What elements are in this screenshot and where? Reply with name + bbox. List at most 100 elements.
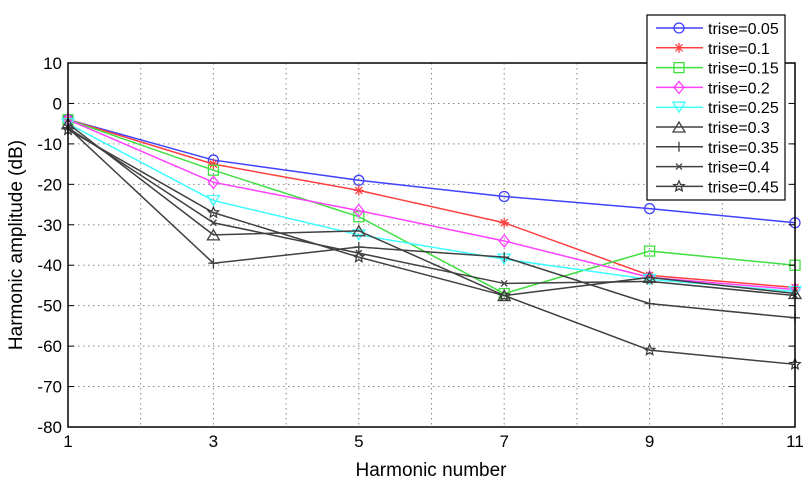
x-tick-label: 11 (786, 432, 804, 451)
diamond-marker (673, 80, 685, 95)
y-tick-label: -30 (37, 216, 62, 235)
legend-marker (674, 42, 684, 53)
x-marker (209, 219, 217, 227)
x-tick-label: 3 (209, 432, 218, 451)
plot-frame (67, 62, 796, 428)
data-point (208, 258, 219, 269)
y-tick-label: -60 (37, 337, 62, 356)
legend-entry: trise=0.15 (656, 61, 779, 78)
y-tick-label: -80 (37, 418, 62, 437)
legend: trise=0.05 trise=0.1 trise=0.15 trise=0.2 tr… (646, 14, 786, 201)
series-line (67, 118, 796, 289)
circle-marker (353, 174, 365, 186)
data-point (207, 164, 220, 176)
legend-label: trise=0.45 (708, 179, 779, 196)
legend-label: trise=0.2 (708, 80, 770, 97)
asterisk-marker (208, 159, 219, 170)
data-point (206, 205, 221, 219)
legend-entry: trise=0.25 (656, 100, 779, 117)
x-marker (646, 277, 654, 285)
triangle-up-marker (351, 224, 366, 237)
legend-entry: trise=0.2 (656, 80, 770, 97)
triangle-down-marker (206, 194, 221, 207)
legend-marker (672, 179, 686, 193)
series-line (67, 129, 796, 366)
plus-marker (499, 252, 510, 263)
data-point (206, 194, 221, 207)
star-marker (497, 288, 511, 302)
circle-marker (673, 22, 685, 34)
legend-marker (671, 101, 687, 114)
legend-marker (673, 61, 685, 74)
data-point (352, 249, 366, 263)
legend-entry: trise=0.1 (656, 41, 770, 58)
x-tick-label: 5 (354, 432, 363, 451)
series-trise-0-35 (63, 122, 800, 323)
legend-marker (671, 120, 687, 133)
legend-entry: trise=0.3 (656, 120, 770, 137)
data-point (499, 217, 510, 228)
data-point (643, 202, 656, 215)
diamond-marker (498, 233, 511, 248)
series-line (67, 118, 796, 224)
legend-marker (673, 22, 685, 34)
data-point (207, 175, 220, 190)
legend-label: trise=0.35 (708, 140, 779, 157)
series-line (67, 127, 796, 319)
data-point (206, 228, 221, 241)
series-line (67, 127, 796, 297)
asterisk-marker (499, 217, 510, 228)
series-line (67, 118, 796, 295)
triangle-up-marker (206, 228, 221, 241)
square-marker (353, 211, 365, 223)
data-point (644, 298, 655, 309)
data-point (353, 174, 365, 186)
y-tick-label: 0 (53, 94, 62, 113)
y-axis-label: Harmonic amplitude (dB) (6, 140, 27, 350)
star-marker (206, 205, 221, 219)
series-line (67, 123, 796, 297)
square-marker (673, 61, 685, 74)
legend-label: trise=0.3 (708, 120, 770, 137)
legend-label: trise=0.05 (708, 21, 779, 38)
y-tick-label: -20 (37, 175, 62, 194)
ticks: 10 0 -10 -20 -30 -40 -50 -60 -70 -801 3 5 7 9 11 (37, 54, 803, 451)
x-marker (675, 163, 683, 171)
series-trise-0-4 (64, 124, 799, 300)
asterisk-marker (644, 270, 655, 281)
series-trise-0-25 (60, 118, 803, 298)
data-point (642, 273, 657, 286)
data-point (499, 252, 510, 263)
y-tick-label: 10 (43, 54, 62, 73)
data-point (497, 288, 511, 302)
x-tick-label: 1 (63, 432, 72, 451)
legend-entry: trise=0.05 (656, 21, 779, 38)
x-axis-label: Harmonic number (356, 460, 508, 481)
data-point (644, 270, 655, 281)
square-marker (207, 164, 220, 176)
data-point (209, 219, 217, 227)
star-marker (352, 249, 366, 263)
data-point (498, 190, 510, 203)
legend-entry: trise=0.45 (656, 179, 779, 196)
x-tick-label: 7 (499, 432, 508, 451)
data-point (643, 245, 656, 257)
y-tick-label: -40 (37, 256, 62, 275)
data-point (351, 229, 366, 242)
circle-marker (498, 190, 510, 203)
triangle-up-marker (671, 120, 687, 133)
series-line (67, 123, 796, 293)
legend-entry: trise=0.4 (656, 160, 770, 177)
plus-marker (644, 298, 655, 309)
data-point (500, 279, 508, 287)
legend-entry: trise=0.35 (656, 140, 779, 157)
triangle-down-marker (642, 273, 657, 286)
triangle-down-marker (671, 101, 687, 114)
diamond-marker (207, 175, 220, 190)
asterisk-marker (353, 185, 364, 196)
legend-label: trise=0.1 (708, 41, 770, 58)
data-point (642, 271, 657, 284)
square-marker (643, 245, 656, 257)
x-marker (500, 279, 508, 287)
